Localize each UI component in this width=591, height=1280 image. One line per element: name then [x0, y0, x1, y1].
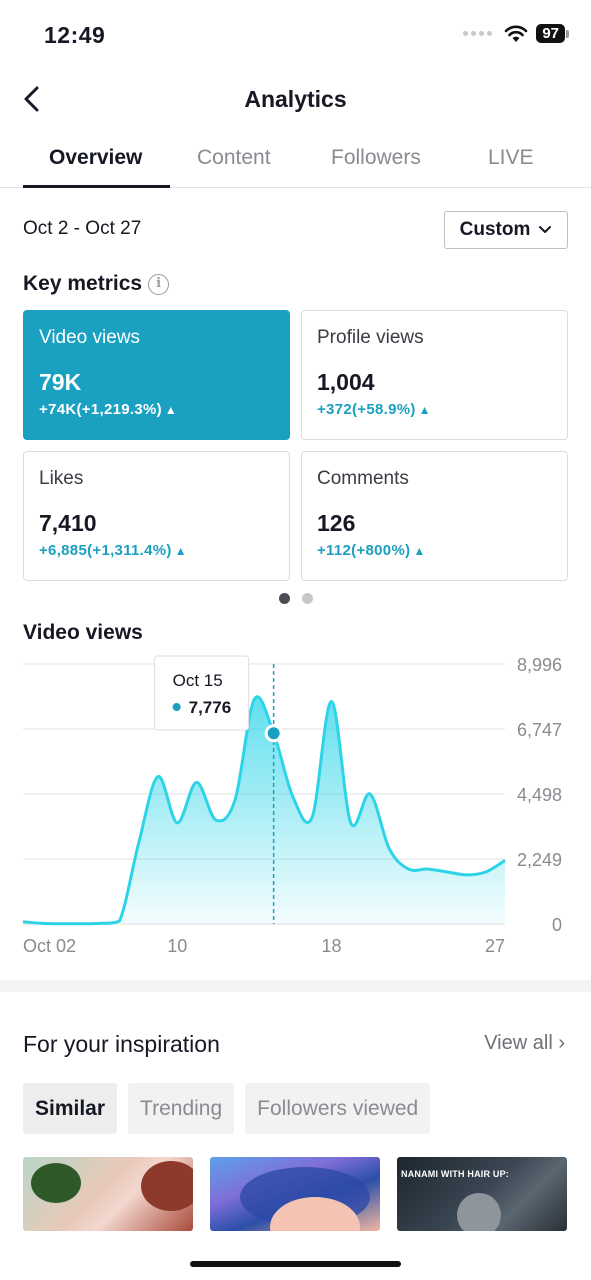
metric-change: +112(+800%) ▲ [317, 542, 552, 559]
back-arrow-icon[interactable] [20, 84, 46, 114]
video-views-chart[interactable]: 8,996 6,747 4,498 2,249 0 Oct 15 7,776 Oct 02 10… [0, 650, 591, 970]
data-point-marker [267, 727, 280, 740]
status-bar: 12:49 97 [0, 0, 591, 70]
chevron-right-icon: › [558, 1032, 565, 1054]
x-tick-label: Oct 02 [23, 936, 76, 956]
metric-value: 79K [39, 369, 82, 395]
status-icons: 97 [463, 24, 569, 43]
thumbnail-caption: NANAMI WITH HAIR UP: [401, 1169, 509, 1179]
y-tick-label: 0 [552, 915, 562, 935]
metric-label: Comments [317, 468, 409, 489]
chip-followers-viewed[interactable]: Followers viewed [245, 1083, 431, 1134]
metric-value: 126 [317, 510, 356, 536]
status-time: 12:49 [44, 22, 106, 48]
tooltip-box [154, 655, 250, 731]
section-divider [0, 980, 591, 992]
metric-label: Video views [39, 327, 141, 348]
tab-overview[interactable]: Overview [49, 146, 143, 169]
pager-dot-active[interactable] [278, 593, 290, 604]
x-tick-label: 10 [167, 936, 187, 956]
chart-title: Video views [23, 621, 143, 644]
key-metrics-heading: Key metrics i [23, 272, 170, 296]
x-tick-label: 18 [321, 936, 341, 956]
metric-value: 1,004 [317, 369, 375, 395]
tab-followers[interactable]: Followers [331, 146, 421, 169]
metric-change-text: +112(+800%) [317, 542, 411, 559]
view-all-label: View all [484, 1032, 553, 1054]
chip-similar[interactable]: Similar [23, 1083, 118, 1134]
y-tick-label: 4,498 [517, 785, 562, 805]
home-indicator [190, 1261, 401, 1267]
metric-value: 7,410 [39, 510, 97, 536]
chart-area [23, 696, 505, 924]
custom-range-label: Custom [459, 219, 531, 240]
tooltip-value: 7,776 [189, 698, 232, 717]
metric-change-text: +74K(+1,219.3%) [39, 401, 162, 418]
metric-card-profile-views[interactable]: Profile views 1,004 +372(+58.9%) ▲ [301, 310, 568, 440]
video-thumbnail[interactable]: NANAMI WITH HAIR UP: [397, 1157, 567, 1231]
video-thumbnail[interactable] [210, 1157, 380, 1231]
tooltip-date: Oct 15 [173, 671, 223, 690]
key-metrics-title: Key metrics [23, 272, 143, 295]
active-tab-indicator [23, 185, 170, 188]
date-range-label: Oct 2 - Oct 27 [23, 218, 142, 239]
chip-trending[interactable]: Trending [128, 1083, 235, 1134]
inspiration-thumbnails: NANAMI WITH HAIR UP: [23, 1157, 567, 1231]
nav-header: Analytics [0, 70, 591, 130]
page-title: Analytics [244, 86, 347, 112]
metric-change: +74K(+1,219.3%) ▲ [39, 401, 274, 418]
tab-live[interactable]: LIVE [488, 146, 534, 169]
tab-content[interactable]: Content [197, 146, 271, 169]
metric-change-text: +6,885(+1,311.4%) [39, 542, 172, 559]
chart-line-series [22, 695, 506, 926]
y-tick-label: 2,249 [517, 850, 562, 870]
metric-card-comments[interactable]: Comments 126 +112(+800%) ▲ [301, 451, 568, 581]
metric-card-video-views[interactable]: Video views 79K +74K(+1,219.3%) ▲ [23, 310, 290, 440]
metric-change: +372(+58.9%) ▲ [317, 401, 552, 418]
metric-label: Likes [39, 468, 84, 489]
custom-range-button[interactable]: Custom [444, 211, 568, 249]
up-arrow-icon: ▲ [418, 403, 431, 417]
tooltip-legend-dot [172, 703, 181, 711]
chart-svg: 8,996 6,747 4,498 2,249 0 Oct 15 7,776 Oct 02 10… [22, 655, 562, 956]
video-thumbnail[interactable] [23, 1157, 193, 1231]
signal-icon [463, 31, 493, 36]
pager-dot[interactable] [301, 593, 313, 604]
y-tick-label: 8,996 [517, 655, 562, 675]
battery-indicator: 97 [536, 24, 569, 43]
wifi-icon [505, 25, 528, 42]
metrics-pager [0, 593, 591, 604]
metric-card-likes[interactable]: Likes 7,410 +6,885(+1,311.4%) ▲ [23, 451, 290, 581]
metric-change: +6,885(+1,311.4%) ▲ [39, 542, 274, 559]
up-arrow-icon: ▲ [174, 544, 187, 558]
view-all-link[interactable]: View all › [484, 1032, 565, 1055]
y-tick-label: 6,747 [517, 720, 562, 740]
x-tick-label: 27 [485, 936, 505, 956]
metric-change-text: +372(+58.9%) [317, 401, 416, 418]
metric-label: Profile views [317, 327, 424, 348]
up-arrow-icon: ▲ [164, 403, 178, 417]
tab-bar: Overview Content Followers LIVE [0, 132, 591, 188]
up-arrow-icon: ▲ [413, 544, 426, 558]
info-icon[interactable]: i [148, 273, 170, 295]
inspiration-filter-chips: Similar Trending Followers viewed [23, 1083, 431, 1134]
chevron-down-icon [539, 226, 552, 233]
inspiration-title: For your inspiration [23, 1031, 220, 1057]
